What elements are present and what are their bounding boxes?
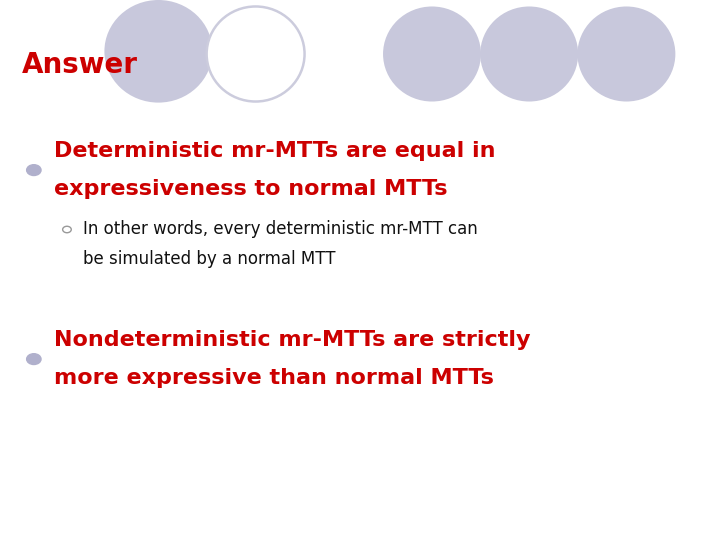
Text: Deterministic mr-MTTs are equal in: Deterministic mr-MTTs are equal in (54, 141, 495, 161)
Circle shape (27, 165, 41, 176)
Ellipse shape (383, 6, 481, 102)
Text: be simulated by a normal MTT: be simulated by a normal MTT (83, 250, 336, 268)
Ellipse shape (577, 6, 675, 102)
Text: Nondeterministic mr-MTTs are strictly: Nondeterministic mr-MTTs are strictly (54, 330, 531, 350)
Ellipse shape (104, 0, 212, 103)
Text: expressiveness to normal MTTs: expressiveness to normal MTTs (54, 179, 448, 199)
Text: more expressive than normal MTTs: more expressive than normal MTTs (54, 368, 494, 388)
Text: Answer: Answer (22, 51, 138, 79)
Circle shape (27, 354, 41, 364)
Text: In other words, every deterministic mr-MTT can: In other words, every deterministic mr-M… (83, 220, 477, 239)
Ellipse shape (480, 6, 578, 102)
Ellipse shape (207, 6, 305, 102)
